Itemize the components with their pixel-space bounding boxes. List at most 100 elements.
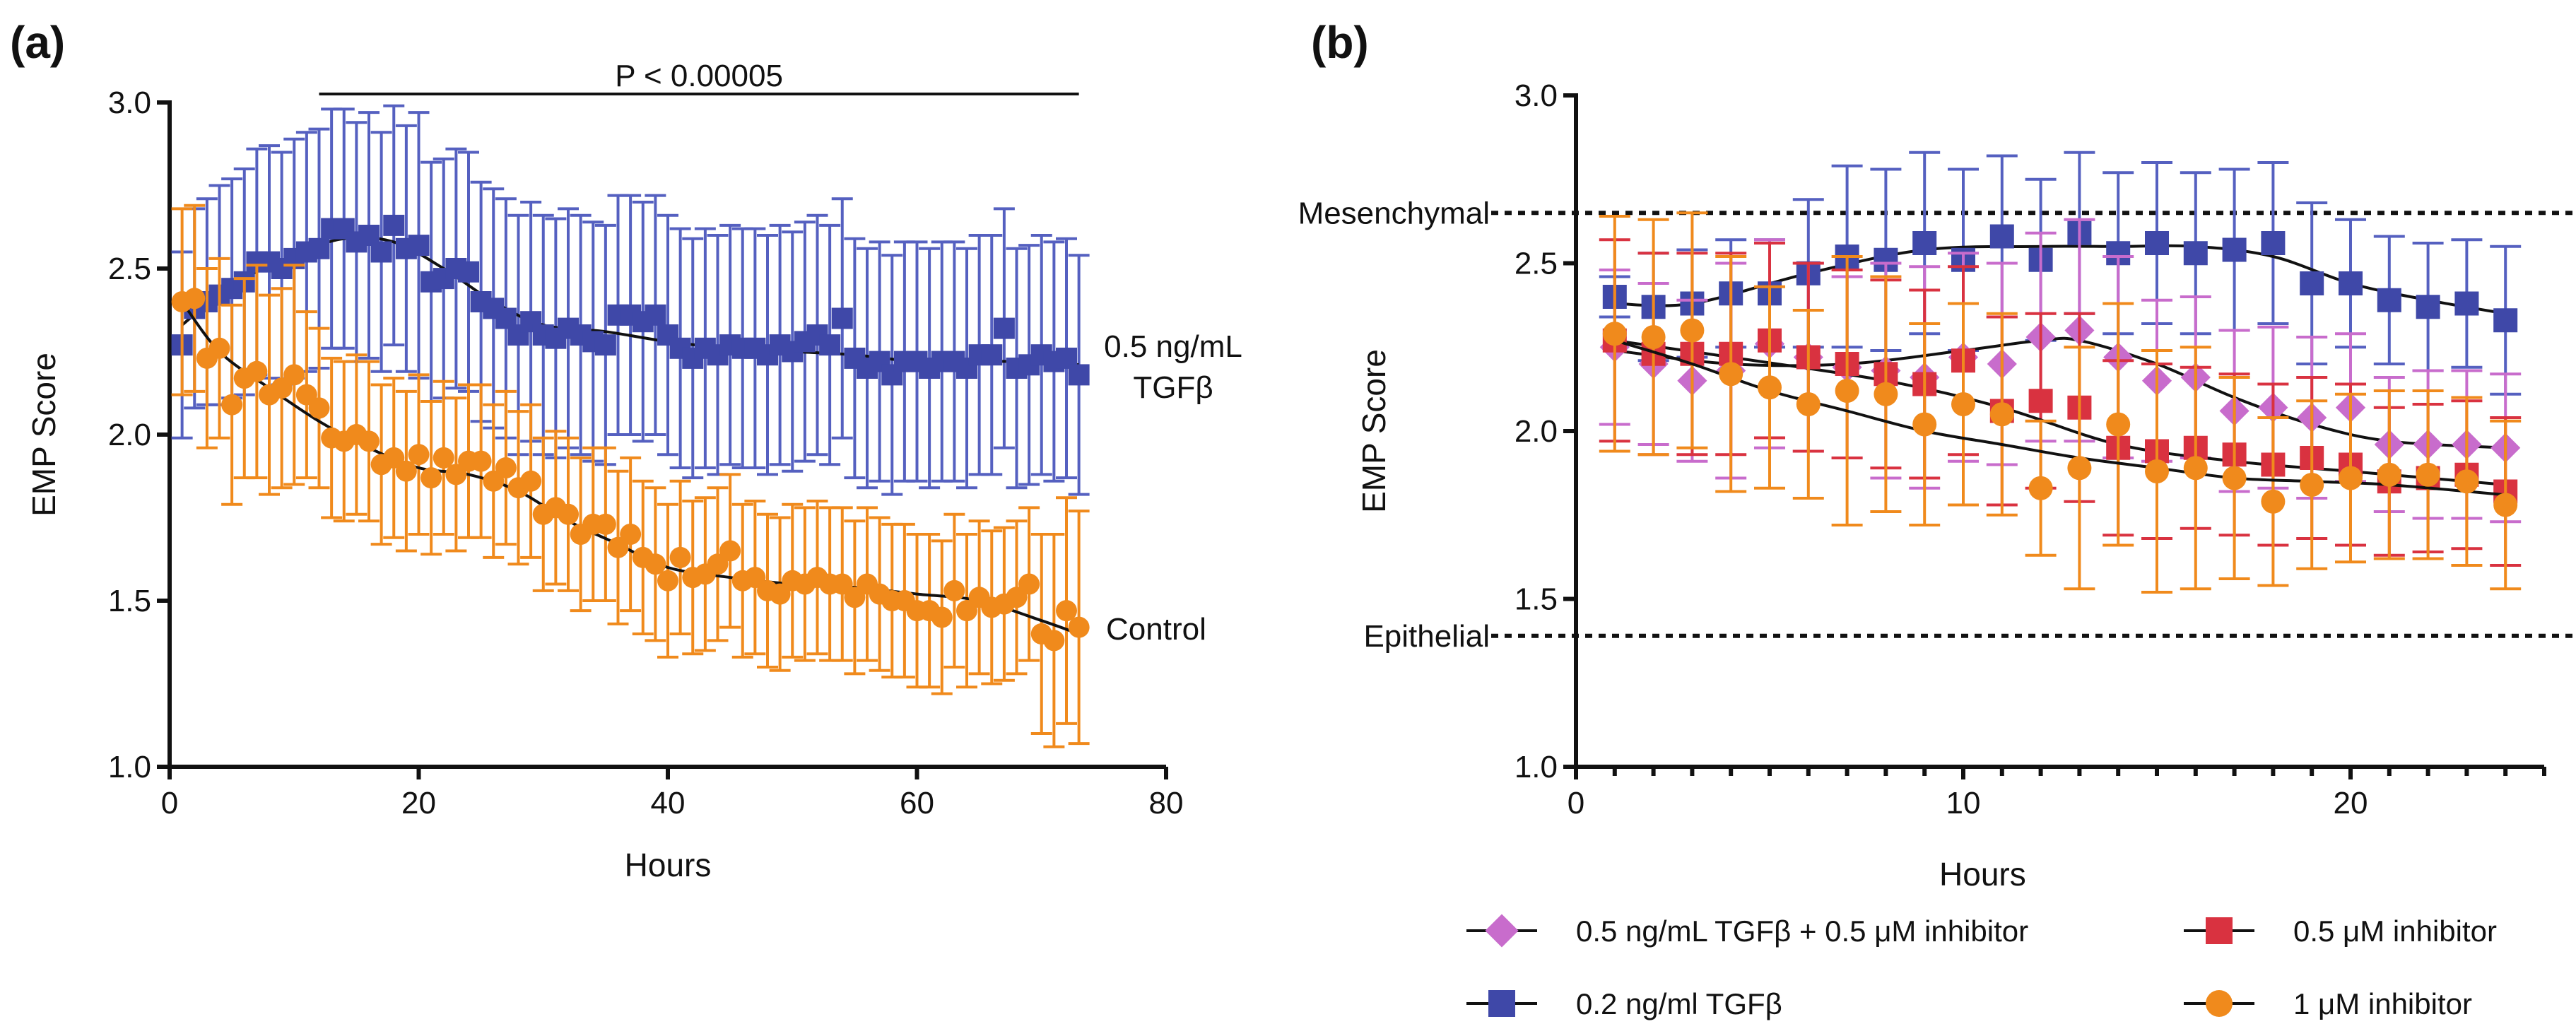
data-point [2339,271,2363,295]
data-point [2339,466,2363,490]
data-point [483,470,505,492]
series-label-control: Control [1106,612,1206,647]
data-point [645,304,666,326]
data-point [1989,402,2014,427]
data-point [383,214,405,236]
mesenchymal-label: Mesenchymal [1298,196,1490,230]
data-point [445,464,467,485]
data-point [2028,476,2053,500]
data-point [1641,325,1666,349]
data-point [1835,379,1859,403]
data-point [594,513,616,535]
data-point [395,460,417,482]
data-point [2222,237,2247,262]
panel-b-y-tick-label: 3.0 [1515,78,1558,113]
data-point [1912,231,1937,255]
data-point [271,377,293,399]
data-point [1043,630,1065,652]
legend-item-0-5-ng-ml-tgf-0-5-m-inhibitor: 0.5 ng/mL TGFβ + 0.5 μM inhibitor [1466,914,2028,948]
panel-a-y-tick-label: 2.0 [108,418,151,452]
data-point [1602,322,1627,346]
legend-label: 1 μM inhibitor [2293,987,2472,1020]
legend-item-0-2-ng-ml-tgf: 0.2 ng/ml TGFβ [1466,987,1782,1020]
data-point [1006,587,1028,608]
data-point [1068,364,1090,386]
data-point [981,344,1003,366]
panel-a-series-labels: 0.5 ng/mL TGFβ Control [1104,329,1242,647]
data-point [607,536,629,558]
data-point [831,573,853,595]
data-point [620,524,642,545]
data-point [383,447,405,469]
data-point [2261,489,2286,514]
panel-a-y-tick-label: 2.5 [108,252,151,286]
panel-b-y-tick-label: 2.0 [1515,414,1558,449]
data-point [433,447,454,469]
legend-marker [2206,990,2233,1017]
series-0-5-ng-ml-tgf [171,104,1090,496]
data-point [295,384,317,406]
data-point [1989,224,2014,249]
trend-line [1614,244,2506,315]
legend-marker [1485,914,1519,948]
data-point [208,337,230,359]
panel-a-axes: 1.0 1.5 2.0 2.5 3.0 0 20 40 60 80 [108,86,1184,820]
data-point [669,546,691,568]
legend-label: 0.2 ng/ml TGFβ [1576,987,1782,1020]
panel-a-x-tick-label: 0 [161,786,178,820]
panel-a-plot-area [171,104,1090,748]
data-point [2145,231,2169,255]
epithelial-label: Epithelial [1363,619,1490,654]
data-point [2377,288,2401,312]
data-point [408,444,430,466]
panel-a: (a) P < 0.00005 1.0 1.5 2.0 2.5 3.0 0 20 40 60 80… [10,17,1242,883]
panel-b-plot-area [1599,151,2522,594]
data-point [458,261,479,283]
data-point [1719,362,1743,387]
data-point [470,450,492,472]
data-point [2416,295,2440,319]
series-control [171,204,1090,748]
legend-marker [2206,917,2233,944]
panel-a-y-tick-label: 1.0 [108,750,151,784]
legend-item-0-5-m-inhibitor: 0.5 μM inhibitor [2184,914,2497,948]
data-point [520,470,542,492]
data-point [2300,271,2324,295]
data-point [2300,473,2324,497]
panel-a-x-tick-label: 20 [401,786,436,820]
data-point [769,583,791,605]
panel-b-label: (b) [1311,17,1369,68]
data-point [931,606,953,628]
panel-a-x-tick-label: 40 [651,786,686,820]
panel-b-axes: 1.0 1.5 2.0 2.5 3.0 0 10 20 [1515,78,2546,820]
panel-b-y-axis-title: EMP Score [1355,349,1392,513]
data-point [707,553,729,575]
data-point [2145,459,2169,483]
panel-a-x-tick-label: 60 [900,786,934,820]
data-point [1951,392,1975,416]
data-point [370,241,392,263]
data-point [308,397,330,419]
data-point [2106,412,2131,437]
panel-b-y-tick-label: 1.0 [1515,750,1558,784]
data-point [819,334,841,356]
panel-a-significance: P < 0.00005 [319,59,1079,95]
data-point [2222,466,2247,490]
data-point [594,334,616,356]
legend-label: 0.5 μM inhibitor [2293,914,2497,948]
panel-b: (b) 1.0 1.5 2.0 2.5 3.0 0 10 20 Mesenchymal Epi… [1298,17,2572,1020]
data-point [408,235,430,257]
data-point [221,394,243,416]
data-point [2454,291,2479,316]
data-point [2028,389,2053,413]
panel-b-y-tick-label: 1.5 [1515,582,1558,617]
panel-a-label: (a) [10,17,65,68]
panel-b-legend: 0.5 ng/mL TGFβ + 0.5 μM inhibitor 0.5 μM … [1466,914,2497,1020]
panel-b-x-tick-label: 0 [1568,786,1584,820]
panel-a-y-tick-label: 1.5 [108,584,151,618]
data-point [2067,456,2092,481]
data-point [993,317,1015,339]
panel-b-x-tick-label: 10 [1946,786,1981,820]
trend-line [1614,336,2506,449]
